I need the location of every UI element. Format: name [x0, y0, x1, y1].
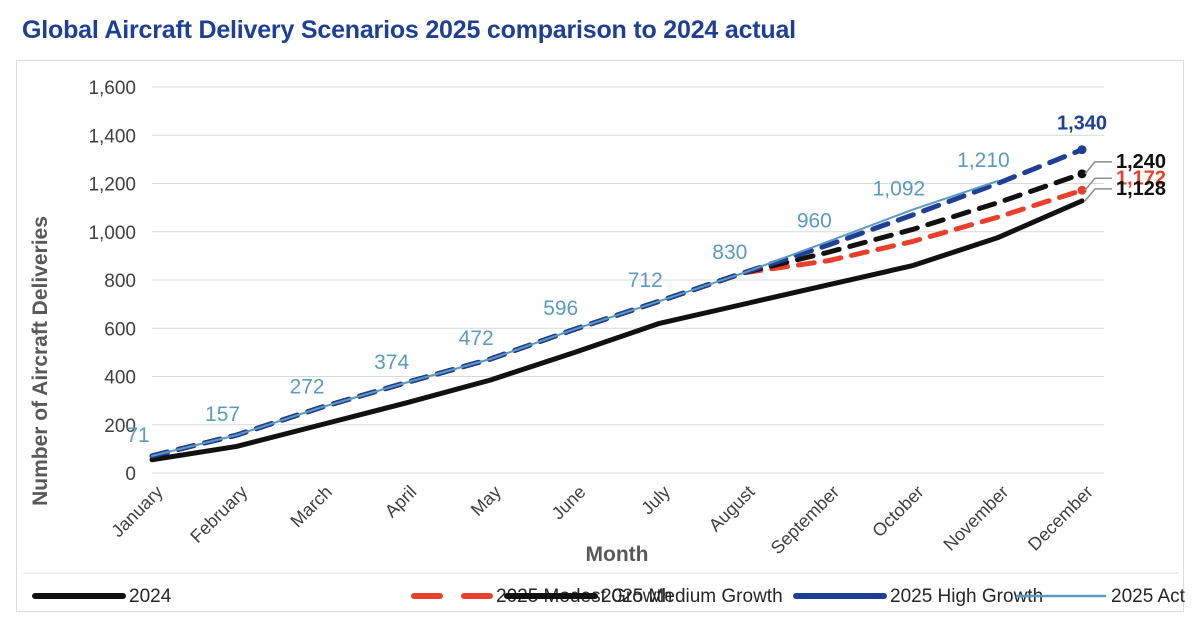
- y-axis-tick-label: 1,600: [88, 78, 136, 99]
- y-axis-tick-label: 1,400: [88, 126, 136, 147]
- data-label-endpoint: 1,128: [1116, 178, 1166, 200]
- endpoint-markers: [1077, 145, 1087, 195]
- x-axis-tick-label: February: [186, 482, 251, 547]
- series-line: [149, 198, 1085, 463]
- data-label-actual: 830: [712, 241, 747, 264]
- legend-label: 2025 Actual: [1111, 586, 1185, 607]
- legend-item[interactable]: 2025 Actual: [1015, 586, 1185, 607]
- x-axis-tick-label: September: [767, 482, 843, 558]
- x-axis-tick-label: July: [637, 482, 674, 519]
- leader-lines: [1084, 161, 1112, 202]
- leader-line: [1084, 161, 1112, 175]
- data-labels-actual: 71 157 272 374 472 596 712 830 960 1,092 1,210: [126, 149, 1009, 447]
- data-label-actual: 157: [205, 403, 240, 426]
- y-axis-tick-label: 600: [104, 319, 136, 340]
- leader-line: [1084, 188, 1112, 202]
- legend-label: 2024: [129, 586, 172, 607]
- x-axis-tick-label: May: [467, 482, 505, 520]
- data-label-actual: 960: [797, 209, 832, 232]
- data-label-actual: 1,210: [957, 149, 1010, 172]
- legend-item[interactable]: 2025 Medium Growth: [504, 586, 783, 607]
- leader-line: [1084, 177, 1112, 191]
- page-title: Global Aircraft Delivery Scenarios 2025 …: [22, 16, 796, 44]
- y-axis-tick-label: 1,000: [88, 223, 136, 244]
- data-label-endpoint: 1,240: [1116, 151, 1166, 173]
- y-axis-title: Number of Aircraft Deliveries: [29, 216, 52, 506]
- line-chart-svg: 0 200 400 600 800 1,000 1,200 1,400 1,600 Januar…: [23, 78, 1185, 607]
- x-axis-tick-label: August: [705, 482, 759, 536]
- legend-label: 2025 High Growth: [890, 586, 1043, 607]
- legend-item[interactable]: 2025 High Growth: [793, 586, 1043, 607]
- series-line: [149, 147, 1085, 459]
- data-label-actual: 712: [628, 269, 663, 292]
- data-label-actual: 272: [290, 375, 325, 398]
- y-axis-tick-label: 1,200: [88, 175, 136, 196]
- x-axis-tick-label: June: [548, 482, 590, 524]
- data-label-endpoint: 1,340: [1057, 113, 1107, 135]
- x-axis-title: Month: [586, 543, 649, 566]
- data-label-actual: 596: [543, 297, 578, 320]
- y-axis-tick-label: 400: [104, 368, 136, 389]
- data-label-actual: 71: [126, 424, 149, 447]
- chart-container: 0 200 400 600 800 1,000 1,200 1,400 1,600 Januar…: [16, 60, 1185, 612]
- x-axis-tick-label: March: [286, 482, 336, 532]
- data-label-actual: 472: [459, 327, 494, 350]
- legend-item[interactable]: 2024: [32, 586, 172, 607]
- x-axis-tick-label: December: [1024, 482, 1097, 555]
- data-label-actual: 374: [374, 351, 409, 374]
- series-line: [151, 180, 999, 457]
- y-axis-tick-labels: 0 200 400 600 800 1,000 1,200 1,400 1,600: [88, 78, 136, 485]
- y-axis-tick-label: 200: [104, 416, 136, 437]
- y-axis-tick-label: 800: [104, 271, 136, 292]
- x-axis-tick-label: April: [381, 482, 421, 522]
- endpoint-marker: [1077, 145, 1087, 155]
- x-axis-tick-label: November: [939, 482, 1012, 555]
- data-label-endpoint: 1,172: [1116, 167, 1166, 189]
- data-label-actual: 1,092: [873, 178, 926, 201]
- series-lines: [149, 147, 1085, 463]
- endpoint-marker: [1077, 169, 1087, 179]
- endpoint-marker: [1077, 185, 1087, 195]
- y-axis-tick-label: 0: [125, 464, 136, 485]
- legend-label: 2025 Medium Growth: [601, 586, 783, 607]
- x-axis-tick-label: January: [107, 482, 166, 541]
- gridlines: [152, 86, 1104, 474]
- x-axis-tick-label: October: [868, 482, 927, 541]
